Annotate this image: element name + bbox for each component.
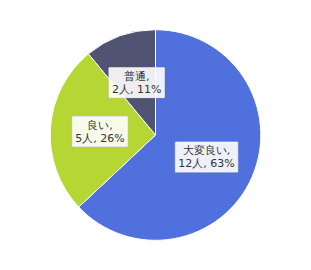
- svg-text:良い,: 良い,: [87, 119, 113, 132]
- svg-text:普通,: 普通,: [124, 70, 150, 83]
- svg-text:12人, 63%: 12人, 63%: [178, 157, 234, 170]
- svg-text:2人, 11%: 2人, 11%: [112, 83, 161, 96]
- svg-text:大変良い,: 大変良い,: [183, 144, 231, 157]
- svg-text:5人, 26%: 5人, 26%: [75, 132, 124, 145]
